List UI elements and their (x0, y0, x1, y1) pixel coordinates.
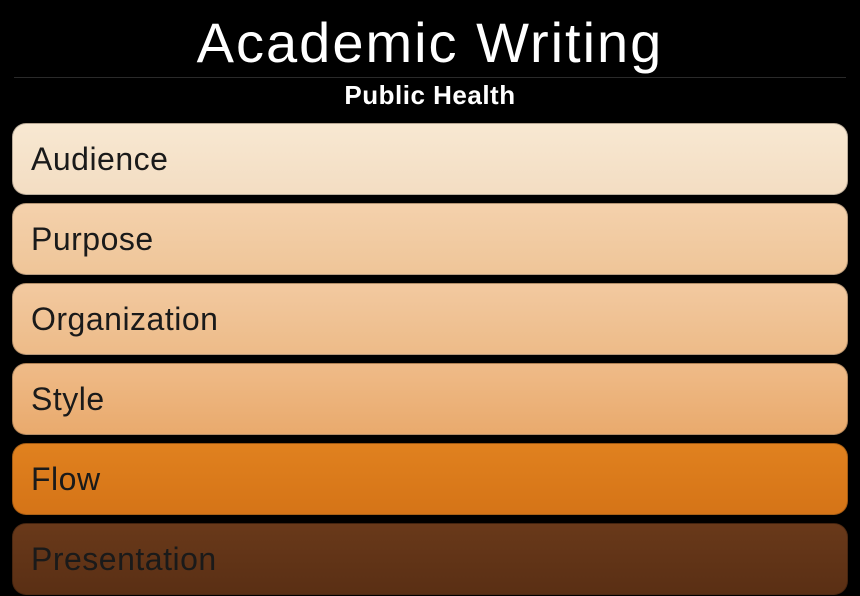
title-divider (14, 77, 846, 78)
bar-label: Purpose (31, 221, 154, 258)
bars-list: Audience Purpose Organization Style Flow… (10, 123, 850, 595)
bar-flow: Flow (12, 443, 848, 515)
bar-style: Style (12, 363, 848, 435)
page-title: Academic Writing (10, 10, 850, 75)
slide-container: Academic Writing Public Health Audience … (0, 0, 860, 596)
bar-label: Organization (31, 301, 218, 338)
bar-label: Presentation (31, 541, 217, 578)
bar-presentation: Presentation (12, 523, 848, 595)
bar-label: Audience (31, 141, 168, 178)
bar-audience: Audience (12, 123, 848, 195)
bar-organization: Organization (12, 283, 848, 355)
page-subtitle: Public Health (10, 80, 850, 111)
bar-purpose: Purpose (12, 203, 848, 275)
bar-label: Style (31, 381, 105, 418)
bar-label: Flow (31, 461, 101, 498)
